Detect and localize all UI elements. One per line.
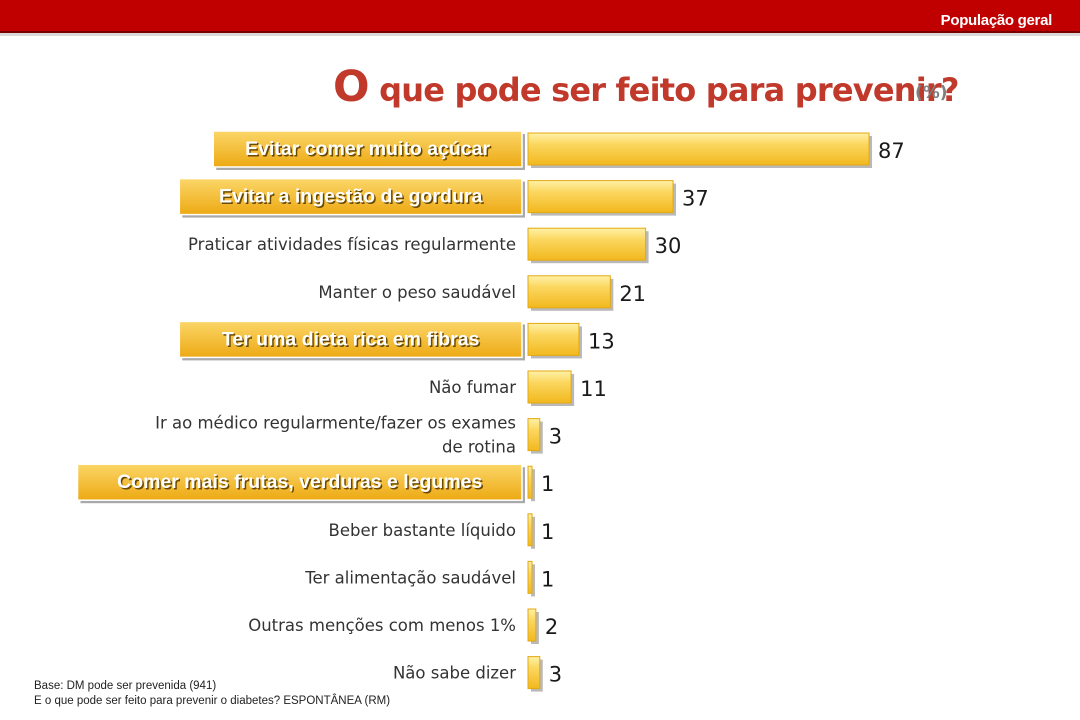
value-label: 2 <box>545 615 558 639</box>
value-label: 30 <box>655 234 682 258</box>
bar-9 <box>527 513 533 547</box>
category-label: Evitar a ingestão de gordura <box>219 186 482 208</box>
value-label: 21 <box>619 282 646 306</box>
category-label-box <box>76 463 523 501</box>
chart-unit: (%) <box>915 83 948 103</box>
footnote: Base: DM pode ser prevenida (941) E o qu… <box>34 679 390 709</box>
bar-shadow <box>531 516 535 549</box>
category-label: de rotina <box>442 438 516 457</box>
header-divider <box>0 33 1080 36</box>
category-label-shadow: Ter uma dieta rica em fibras <box>223 330 481 352</box>
value-label: 1 <box>541 567 554 591</box>
category-label-shadow: Comer mais frutas, verduras e legumes <box>119 473 484 495</box>
category-label: Comer mais frutas, verduras e legumes <box>117 471 482 493</box>
category-label-shadow: Evitar comer muito açúcar <box>247 140 492 162</box>
value-label: 13 <box>588 329 615 353</box>
category-label: Praticar atividades físicas regularmente <box>188 235 516 254</box>
bar-6 <box>527 370 572 404</box>
category-label-box <box>212 130 523 168</box>
category-label: Beber bastante líquido <box>329 521 516 540</box>
value-label: 3 <box>549 425 562 449</box>
category-label: Evitar comer muito açúcar <box>245 138 490 160</box>
bar-1 <box>527 132 870 166</box>
category-label: Ir ao médico regularmente/fazer os exame… <box>155 414 516 433</box>
value-label: 3 <box>549 663 562 687</box>
bar-7 <box>527 418 541 452</box>
segment-label: População geral <box>940 12 1053 29</box>
category-label-shadow: Evitar a ingestão de gordura <box>220 187 483 209</box>
category-label: Ter uma dieta rica em fibras <box>222 328 480 350</box>
value-label: 37 <box>682 187 709 211</box>
value-label: 1 <box>541 520 554 544</box>
bar-shadow <box>531 469 535 502</box>
value-label: 1 <box>541 472 554 496</box>
bar-11 <box>527 608 537 642</box>
category-label: Outras menções com menos 1% <box>248 616 516 635</box>
chart-title-rest: que pode ser feito para prevenir? <box>379 71 959 109</box>
bar-shadow <box>531 564 535 597</box>
value-label: 11 <box>580 377 607 401</box>
bar-3 <box>527 227 647 261</box>
category-label: Ter alimentação saudável <box>304 568 516 587</box>
category-label-box <box>178 320 523 359</box>
bar-8 <box>527 465 533 499</box>
bar-4 <box>527 275 611 309</box>
chart-title-lead: O <box>333 62 370 112</box>
category-label: Manter o peso saudável <box>318 283 516 302</box>
category-label-box <box>178 177 523 216</box>
bar-12 <box>527 656 541 690</box>
footnote-question: E o que pode ser feito para prevenir o d… <box>34 695 391 707</box>
header-bar: População geral <box>0 0 1080 33</box>
value-label: 87 <box>878 139 905 163</box>
bar-5 <box>527 322 580 356</box>
category-label: Não sabe dizer <box>393 664 516 683</box>
chart-title: O que pode ser feito para prevenir? <box>333 62 959 112</box>
category-label: Não fumar <box>429 378 516 397</box>
bar-10 <box>527 560 533 594</box>
footnote-base: Base: DM pode ser prevenida (941) <box>34 680 217 692</box>
bar-2 <box>527 180 674 214</box>
